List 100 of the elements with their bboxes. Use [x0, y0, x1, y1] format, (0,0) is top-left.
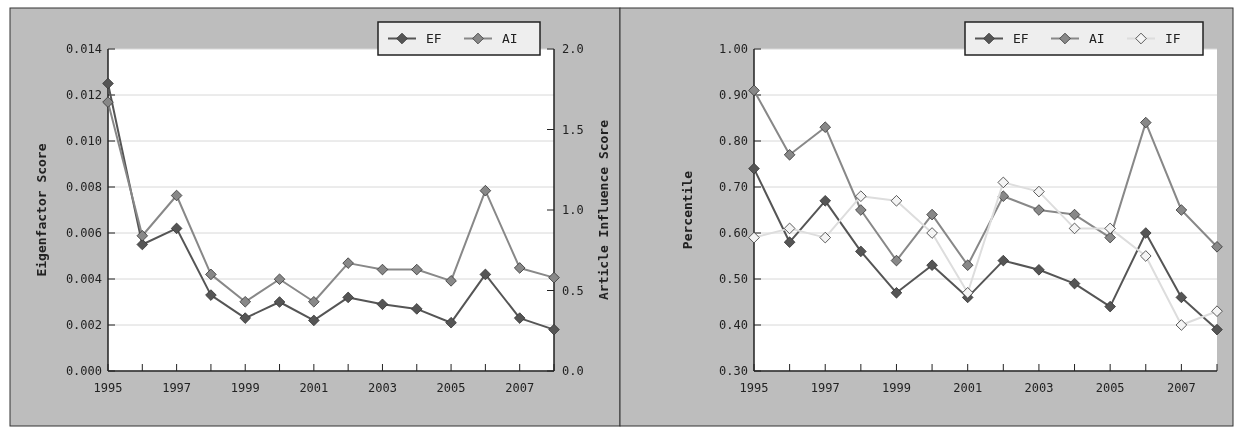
point — [376, 263, 389, 276]
point — [1104, 300, 1116, 313]
point — [445, 275, 457, 287]
point — [890, 287, 903, 299]
point — [513, 312, 526, 324]
point — [1211, 241, 1223, 253]
point — [205, 289, 217, 301]
legend-label: IF — [1165, 31, 1181, 46]
legend-label: EF — [426, 31, 442, 46]
point — [513, 262, 526, 274]
point — [890, 254, 903, 267]
point — [1175, 291, 1188, 304]
point — [1033, 264, 1045, 276]
y-axis-title: Eigenfactor Score — [34, 143, 49, 277]
point — [1175, 204, 1188, 216]
point — [926, 259, 938, 271]
y2-tick-label: 0.0 — [562, 364, 584, 378]
point — [748, 162, 760, 175]
point — [819, 121, 831, 133]
legend-label: EF — [1013, 31, 1029, 46]
point — [136, 230, 149, 242]
point — [926, 208, 938, 221]
point — [748, 231, 760, 244]
point — [308, 296, 320, 308]
y-tick-label: 0.002 — [65, 318, 102, 332]
y-tick-label: 0.008 — [65, 180, 102, 194]
point — [1068, 277, 1081, 290]
point — [1211, 323, 1223, 336]
point — [411, 263, 423, 276]
point — [479, 184, 492, 197]
x-tick-label: 1995 — [739, 381, 769, 395]
y-axis-title: Percentile — [680, 170, 695, 250]
x-tick-label: 1995 — [93, 381, 123, 395]
point — [783, 236, 796, 248]
point — [205, 268, 217, 281]
point — [239, 296, 251, 308]
x-tick-label: 1997 — [162, 381, 192, 395]
point — [855, 204, 867, 216]
point — [961, 259, 974, 271]
legend-label: AI — [1089, 31, 1105, 46]
point — [1104, 222, 1116, 235]
point — [273, 296, 286, 308]
y-tick-label: 1.00 — [719, 42, 748, 56]
point — [1140, 227, 1152, 239]
y-tick-label: 0.60 — [719, 226, 748, 240]
y-tick-label: 0.40 — [719, 318, 748, 332]
x-tick-label: 2001 — [953, 381, 983, 395]
point — [1175, 319, 1188, 331]
point — [961, 287, 974, 299]
x-tick-label: 2001 — [299, 381, 329, 395]
x-tick-label: 2003 — [1024, 381, 1054, 395]
point — [548, 271, 560, 284]
y-tick-label: 0.004 — [65, 272, 102, 286]
point — [411, 303, 423, 315]
x-tick-label: 2003 — [368, 381, 397, 395]
y2-tick-label: 2.0 — [562, 42, 584, 56]
y-tick-label: 0.010 — [65, 134, 102, 148]
x-tick-label: 1999 — [230, 381, 260, 395]
point — [926, 227, 938, 239]
point — [819, 195, 831, 207]
point — [997, 176, 1010, 189]
x-tick-label: 1997 — [810, 381, 840, 395]
y-tick-label: 0.70 — [719, 180, 748, 194]
point — [1033, 204, 1045, 216]
y-tick-label: 0.80 — [719, 134, 748, 148]
point — [890, 195, 903, 207]
point — [445, 316, 457, 329]
y-tick-label: 0.012 — [65, 88, 102, 102]
y2-tick-label: 1.5 — [562, 122, 584, 137]
y2-axis-title: Article Influence Score — [596, 119, 611, 301]
point — [1033, 185, 1045, 198]
point — [342, 257, 354, 269]
point — [239, 312, 251, 324]
y-tick-label: 0.000 — [65, 364, 102, 378]
point — [170, 222, 183, 235]
point — [1140, 250, 1152, 262]
point — [1068, 208, 1081, 221]
point — [308, 314, 320, 327]
x-tick-label: 2007 — [1166, 381, 1196, 395]
point — [855, 245, 867, 258]
point — [170, 189, 183, 202]
point — [342, 291, 354, 304]
x-tick-label: 1999 — [882, 381, 911, 395]
point — [783, 149, 796, 161]
point — [748, 84, 760, 97]
point — [376, 298, 389, 311]
point — [855, 190, 867, 202]
point — [102, 96, 114, 108]
y-tick-label: 0.90 — [719, 88, 748, 102]
x-tick-label: 2007 — [505, 381, 535, 395]
point — [1140, 116, 1152, 129]
y-tick-label: 0.50 — [719, 272, 748, 286]
y-tick-label: 0.014 — [65, 42, 102, 56]
point — [1068, 222, 1081, 235]
point — [273, 273, 286, 285]
y2-tick-label: 1.0 — [562, 203, 584, 217]
legend-label: AI — [502, 31, 518, 46]
point — [819, 231, 831, 244]
x-tick-label: 2005 — [436, 381, 466, 395]
point — [1211, 305, 1223, 317]
